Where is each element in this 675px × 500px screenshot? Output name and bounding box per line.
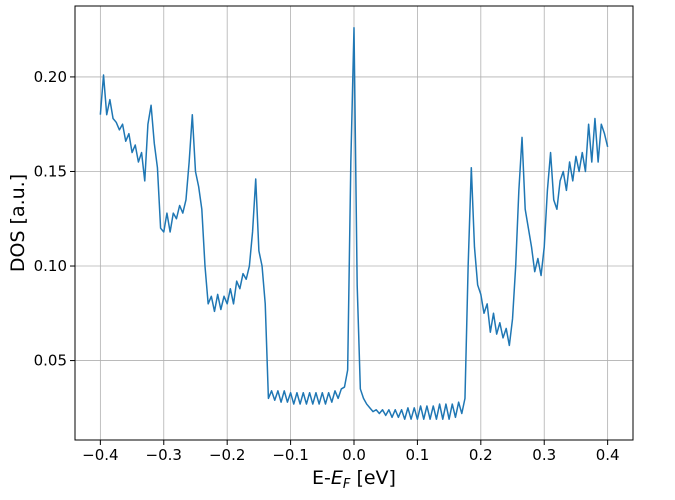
- y-tick-label: 0.10: [34, 257, 67, 275]
- y-tick-label: 0.15: [34, 162, 67, 180]
- y-tick-label: 0.20: [34, 68, 67, 86]
- x-label-prefix: E-: [312, 467, 331, 489]
- x-tick-label: −0.1: [272, 446, 308, 464]
- plot-frame: [74, 5, 634, 441]
- x-label-suffix: [eV]: [350, 467, 396, 489]
- x-label-symbol: E: [331, 467, 343, 489]
- x-tick-label: 0.2: [469, 446, 493, 464]
- x-tick-label: −0.2: [209, 446, 245, 464]
- x-label-subscript: F: [343, 477, 351, 492]
- x-tick-label: −0.4: [82, 446, 118, 464]
- x-tick-label: 0.1: [405, 446, 429, 464]
- x-tick-label: −0.3: [146, 446, 182, 464]
- x-tick-label: 0.0: [342, 446, 366, 464]
- y-tick-label: 0.05: [34, 352, 67, 370]
- y-axis-label: DOS [a.u.]: [7, 174, 29, 272]
- x-tick-label: 0.3: [532, 446, 556, 464]
- x-tick-label: 0.4: [596, 446, 620, 464]
- x-axis-label: E-EF [eV]: [312, 467, 396, 492]
- dos-line: [99, 27, 609, 420]
